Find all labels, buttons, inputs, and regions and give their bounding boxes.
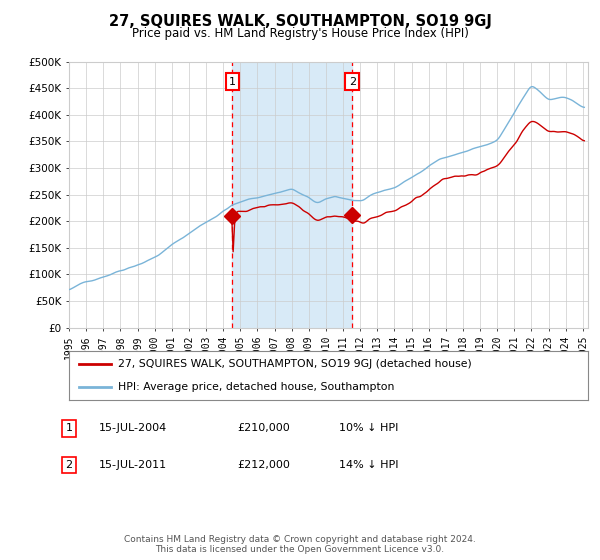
Text: Price paid vs. HM Land Registry's House Price Index (HPI): Price paid vs. HM Land Registry's House … [131, 27, 469, 40]
Text: 2: 2 [349, 77, 356, 87]
Text: 27, SQUIRES WALK, SOUTHAMPTON, SO19 9GJ: 27, SQUIRES WALK, SOUTHAMPTON, SO19 9GJ [109, 14, 491, 29]
Text: £210,000: £210,000 [237, 423, 290, 433]
Text: 1: 1 [65, 423, 73, 433]
Text: HPI: Average price, detached house, Southampton: HPI: Average price, detached house, Sout… [118, 382, 395, 392]
Text: 2: 2 [65, 460, 73, 470]
Text: Contains HM Land Registry data © Crown copyright and database right 2024.
This d: Contains HM Land Registry data © Crown c… [124, 535, 476, 554]
Text: 15-JUL-2004: 15-JUL-2004 [99, 423, 167, 433]
Text: 27, SQUIRES WALK, SOUTHAMPTON, SO19 9GJ (detached house): 27, SQUIRES WALK, SOUTHAMPTON, SO19 9GJ … [118, 360, 472, 370]
Text: 1: 1 [229, 77, 236, 87]
Text: 15-JUL-2011: 15-JUL-2011 [99, 460, 167, 470]
Bar [232, 62, 352, 328]
Text: £212,000: £212,000 [237, 460, 290, 470]
Text: 10% ↓ HPI: 10% ↓ HPI [339, 423, 398, 433]
Text: 14% ↓ HPI: 14% ↓ HPI [339, 460, 398, 470]
